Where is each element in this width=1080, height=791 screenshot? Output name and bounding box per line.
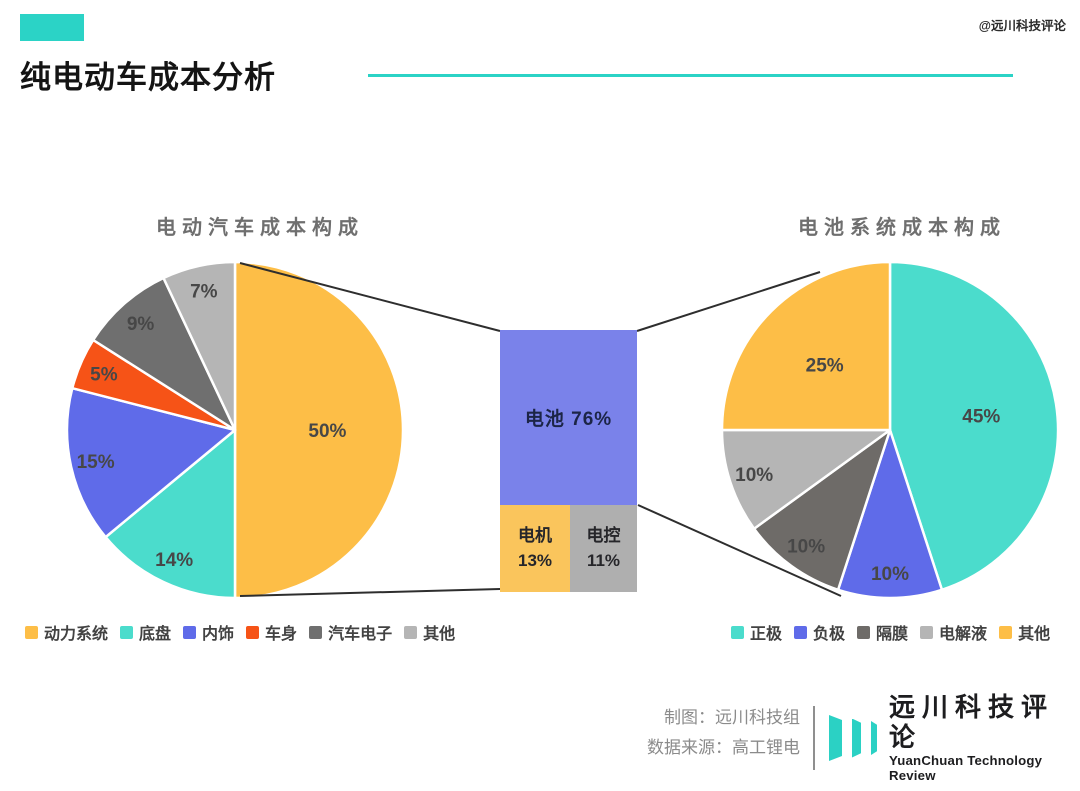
legend-swatch: [857, 625, 871, 639]
legend-label: 动力系统: [44, 626, 109, 643]
credit-data-source: 数据来源：高工锂电: [647, 738, 800, 757]
logo-text-en: YuanChuan Technology Review: [889, 752, 1043, 783]
legend-swatch: [246, 625, 260, 639]
control-segment-value: 11%: [586, 550, 621, 570]
block-bottom-row: 电机 13% 电控 11%: [500, 505, 637, 592]
pie-slice-正极: [888, 260, 1060, 592]
legend-item-其他: 其他: [999, 620, 1050, 644]
battery-segment: 电池 76%: [500, 330, 637, 505]
pie-slice-负极: [836, 428, 944, 600]
footer-divider: [813, 706, 815, 770]
logo-bar-icon: [871, 721, 877, 755]
battery-breakdown-block: 电池 76% 电机 13% 电控 11%: [500, 330, 637, 592]
pie-value-label: 50%: [308, 421, 346, 442]
legend-item-动力系统: 动力系统: [25, 620, 108, 644]
legend-item-车身: 车身: [246, 620, 297, 644]
credit-chart-by: 制图：远川科技组: [664, 708, 800, 727]
legend-item-隔膜: 隔膜: [857, 620, 908, 644]
connector-line: [636, 271, 821, 332]
vehicle-pie-legend: 动力系统 底盘 内饰 车身 汽车电子 其他: [25, 621, 455, 643]
pie-value-label: 9%: [127, 314, 155, 335]
accent-divider-line: [368, 74, 1013, 77]
legend-swatch: [183, 625, 197, 639]
legend-item-其他: 其他: [404, 620, 455, 644]
watermark: @远川科技评论: [978, 19, 1066, 33]
pie-slice-隔膜: [752, 428, 892, 592]
pie-slice-内饰: [65, 386, 237, 539]
pie-slice-汽车电子: [91, 276, 237, 432]
legend-item-内饰: 内饰: [183, 620, 234, 644]
legend-swatch: [731, 625, 744, 639]
connector-line: [239, 588, 501, 597]
pie-slice-动力系统: [233, 260, 405, 600]
credits: 制图：远川科技组 数据来源：高工锂电: [520, 703, 800, 763]
pie-value-label: 10%: [787, 537, 825, 558]
pie-slice-其他: [162, 260, 237, 432]
legend-item-电解液: 电解液: [920, 620, 987, 644]
legend-swatch: [794, 625, 808, 639]
legend-label: 其他: [423, 626, 456, 643]
legend-swatch: [25, 625, 38, 639]
legend-item-正极: 正极: [731, 620, 782, 644]
legend-label: 其他: [1018, 626, 1051, 643]
logo-bar-icon: [852, 718, 861, 758]
pie-value-label: 45%: [962, 407, 1000, 428]
legend-item-汽车电子: 汽车电子: [309, 620, 392, 644]
motor-segment: 电机 13%: [500, 505, 570, 592]
pie-value-label: 10%: [735, 465, 773, 486]
logo-text: 远川科技评论 YuanChuan Technology Review: [889, 692, 1080, 783]
legend-swatch: [309, 625, 323, 639]
pie-value-label: 25%: [806, 356, 844, 377]
battery-segment-label: 电池 76%: [524, 409, 613, 430]
legend-item-底盘: 底盘: [120, 620, 171, 644]
legend-swatch: [920, 625, 934, 639]
pie-value-label: 10%: [871, 564, 909, 585]
brand-logo: 远川科技评论 YuanChuan Technology Review: [829, 692, 1080, 783]
logo-bars-icon: [829, 715, 877, 761]
battery-pie-legend: 正极 负极 隔膜 电解液 其他: [731, 621, 1050, 643]
legend-label: 电解液: [939, 626, 988, 643]
connector-line: [637, 504, 842, 597]
legend-label: 负极: [813, 626, 846, 643]
legend-swatch: [120, 625, 134, 639]
legend-label: 正极: [750, 626, 783, 643]
connector-line: [239, 262, 501, 332]
legend-item-负极: 负极: [794, 620, 845, 644]
logo-bar-icon: [829, 715, 842, 761]
legend-label: 底盘: [139, 626, 172, 643]
control-segment-label: 电控: [586, 525, 621, 545]
pie-value-label: 7%: [190, 282, 218, 303]
logo-text-cn: 远川科技评论: [889, 692, 1055, 752]
pie-slice-底盘: [104, 428, 237, 600]
legend-label: 内饰: [202, 626, 235, 643]
pie-value-label: 5%: [90, 364, 118, 385]
page-title: 纯电动车成本分析: [20, 60, 276, 95]
pie-value-label: 14%: [155, 550, 193, 571]
legend-swatch: [999, 625, 1013, 639]
pie-slice-其他: [720, 260, 892, 432]
accent-square: [20, 14, 84, 41]
legend-swatch: [404, 625, 418, 639]
legend-label: 隔膜: [876, 626, 909, 643]
motor-segment-label: 电机: [518, 525, 552, 545]
motor-segment-value: 13%: [517, 550, 553, 570]
legend-label: 车身: [265, 626, 298, 643]
legend-label: 汽车电子: [328, 626, 393, 643]
pie-slice-电解液: [720, 428, 892, 530]
battery-pie-title: 电池系统成本构成: [798, 217, 1006, 239]
pie-value-label: 15%: [77, 452, 115, 473]
vehicle-pie-title: 电动汽车成本构成: [156, 217, 364, 239]
control-segment: 电控 11%: [570, 505, 637, 592]
